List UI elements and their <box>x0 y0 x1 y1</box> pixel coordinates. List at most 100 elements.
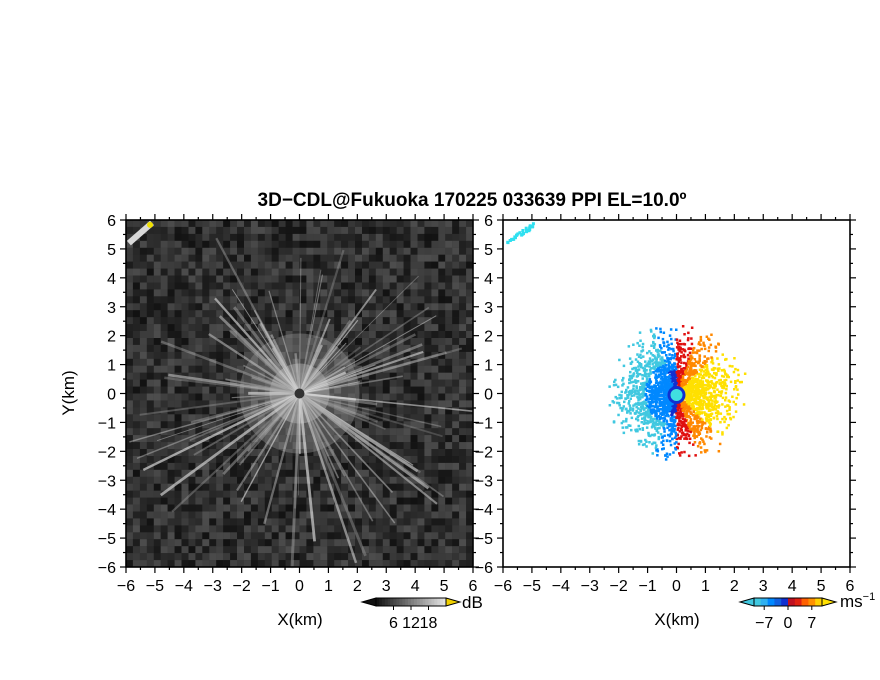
velocity-cell <box>700 408 703 411</box>
speckle-cell <box>382 469 390 477</box>
velocity-cell <box>686 371 689 375</box>
speckle-cell <box>327 365 335 373</box>
velocity-cell <box>692 385 695 388</box>
speckle-cell <box>424 358 432 366</box>
velocity-cell <box>645 382 648 385</box>
reflectivity-ray <box>208 333 301 395</box>
velocity-cell <box>672 415 676 419</box>
speckle-cell <box>403 338 411 346</box>
velocity-cell <box>675 338 679 341</box>
speckle-cell <box>278 525 286 533</box>
speckle-cell <box>146 407 154 415</box>
velocity-cell <box>709 399 712 402</box>
speckle-cell <box>355 331 363 339</box>
velocity-cell <box>736 368 740 372</box>
velocity-cell <box>714 385 717 388</box>
speckle-cell <box>139 407 147 415</box>
speckle-cell <box>278 560 286 568</box>
speckle-cell <box>403 268 411 276</box>
speckle-cell <box>223 421 231 429</box>
speckle-cell <box>139 456 147 464</box>
speckle-cell <box>181 539 189 547</box>
speckle-cell <box>139 525 147 533</box>
velocity-cell <box>653 417 656 421</box>
velocity-cell <box>702 370 706 373</box>
speckle-cell <box>445 317 453 325</box>
speckle-cell <box>466 344 474 352</box>
speckle-cell <box>167 358 175 366</box>
speckle-cell <box>362 372 370 380</box>
speckle-cell <box>202 428 210 436</box>
speckle-cell <box>237 407 245 415</box>
speckle-cell <box>466 400 474 408</box>
speckle-cell <box>202 456 210 464</box>
speckle-cell <box>223 233 231 241</box>
speckle-cell <box>278 247 286 255</box>
velocity-cell <box>714 408 718 411</box>
velocity-cell <box>688 351 692 355</box>
reflectivity-ray <box>299 392 386 430</box>
speckle-cell <box>438 233 446 241</box>
speckle-cell <box>348 539 356 547</box>
speckle-cell <box>438 539 446 547</box>
speckle-cell <box>417 483 425 491</box>
velocity-cell <box>715 414 719 418</box>
chart-title: 3D−CDL@Fukuoka 170225 033639 PPI EL=10.0… <box>258 190 687 211</box>
velocity-cell <box>686 338 690 342</box>
velocity-cell <box>707 371 710 375</box>
speckle-cell <box>223 462 231 470</box>
velocity-cell <box>717 412 720 415</box>
speckle-cell <box>389 407 397 415</box>
speckle-cell <box>223 560 231 568</box>
speckle-cell <box>348 560 356 568</box>
velocity-cell <box>643 394 646 397</box>
speckle-cell <box>209 338 217 346</box>
velocity-cell <box>668 453 672 456</box>
speckle-cell <box>202 539 210 547</box>
speckle-cell <box>438 358 446 366</box>
speckle-cell <box>216 546 224 554</box>
speckle-cell <box>153 525 161 533</box>
velocity-cell <box>701 407 705 410</box>
speckle-cell <box>209 490 217 498</box>
velocity-cell <box>669 328 673 331</box>
velocity-cell <box>632 387 635 390</box>
velocity-cell <box>638 331 642 334</box>
speckle-cell <box>146 400 154 408</box>
speckle-cell <box>195 220 203 228</box>
velocity-cell <box>720 369 724 372</box>
velocity-cell <box>704 384 708 387</box>
speckle-cell <box>368 268 376 276</box>
velocity-cell <box>693 391 697 395</box>
speckle-cell <box>313 338 321 346</box>
speckle-cell <box>459 511 467 519</box>
speckle-cell <box>375 525 383 533</box>
speckle-cell <box>285 233 293 241</box>
speckle-cell <box>396 407 404 415</box>
velocity-cell <box>698 430 701 434</box>
x-tick-label: 5 <box>440 578 449 595</box>
speckle-cell <box>313 358 321 366</box>
velocity-cell <box>721 403 724 406</box>
speckle-cell <box>264 532 272 540</box>
speckle-cell <box>132 338 140 346</box>
speckle-cell <box>250 553 258 561</box>
speckle-cell <box>355 546 363 554</box>
speckle-cell <box>257 462 265 470</box>
velocity-cell <box>684 372 688 376</box>
speckle-cell <box>431 226 439 234</box>
speckle-cell <box>271 476 279 484</box>
speckle-cell <box>285 247 293 255</box>
speckle-cell <box>292 220 300 228</box>
speckle-cell <box>278 490 286 498</box>
speckle-cell <box>438 331 446 339</box>
speckle-cell <box>153 462 161 470</box>
speckle-cell <box>174 282 182 290</box>
speckle-cell <box>438 296 446 304</box>
speckle-cell <box>313 497 321 505</box>
speckle-cell <box>181 421 189 429</box>
velocity-cell <box>664 368 668 372</box>
speckle-cell <box>195 497 203 505</box>
velocity-cell <box>673 436 677 439</box>
